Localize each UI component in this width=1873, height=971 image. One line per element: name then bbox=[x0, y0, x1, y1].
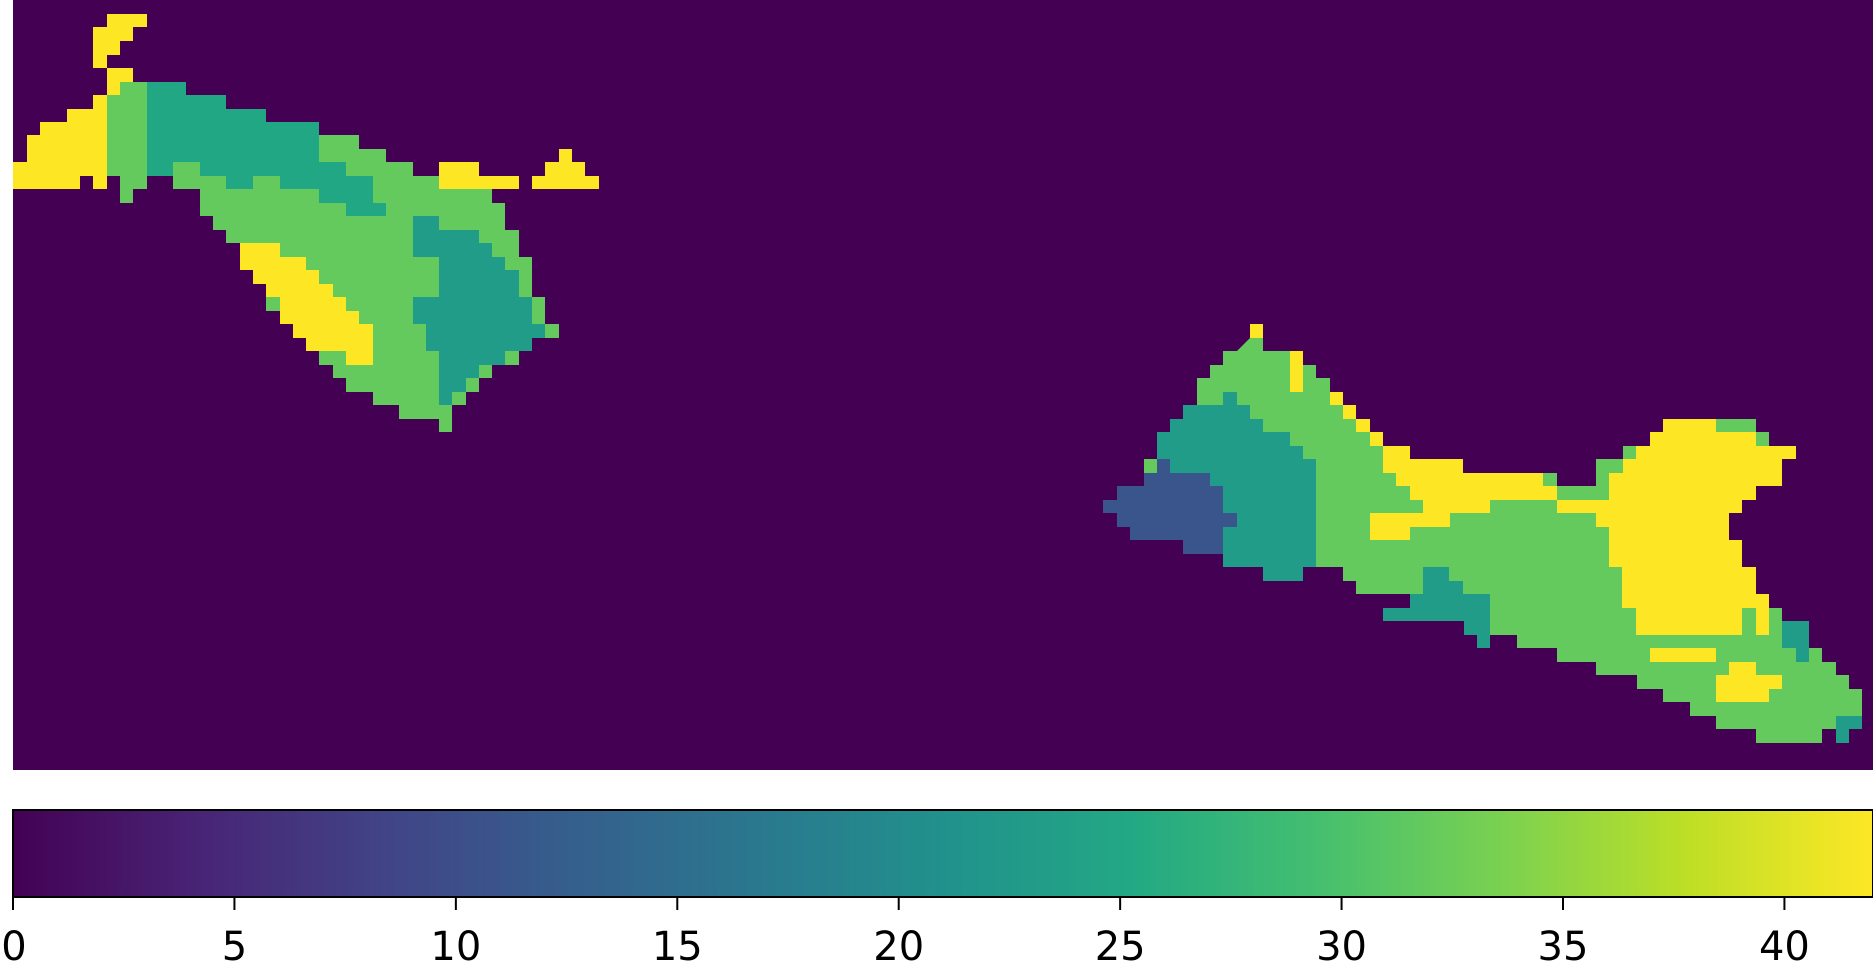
colorbar-tick-label: 30 bbox=[1316, 924, 1367, 970]
colorbar-tick-label: 0 bbox=[1, 924, 26, 970]
heatmap-cell-region bbox=[147, 82, 386, 216]
heatmap-cell-region bbox=[13, 95, 107, 189]
heatmap-cell-region bbox=[107, 68, 133, 95]
colorbar-tick-label: 35 bbox=[1538, 924, 1589, 970]
heatmap-cell-region bbox=[1330, 392, 1383, 446]
heatmap-cell-region bbox=[1782, 621, 1809, 662]
heatmap-cell-region bbox=[439, 162, 479, 176]
colorbar-ticks: 0 5 10 15 20 25 30 35 40 bbox=[1, 897, 1810, 970]
heatmap-cell-region bbox=[1370, 513, 1437, 540]
colorbar-tick-label: 5 bbox=[222, 924, 247, 970]
colorbar-tick-label: 20 bbox=[873, 924, 924, 970]
colorbar-frame bbox=[12, 809, 1873, 898]
heatmap-cell-region bbox=[439, 176, 519, 189]
heatmap-cells bbox=[13, 14, 1862, 756]
colorbar-gradient bbox=[13, 810, 1873, 897]
heatmap-cell-region bbox=[1383, 446, 1596, 527]
heatmap-cell-region bbox=[1290, 351, 1303, 392]
heatmap-cell-region bbox=[1596, 419, 1796, 635]
heatmap-cell-region bbox=[413, 216, 545, 405]
heatmap-cell-region bbox=[93, 14, 147, 68]
colorbar-tick-label: 25 bbox=[1095, 924, 1146, 970]
heatmap-cell-region bbox=[1157, 392, 1316, 581]
colorbar-tick-label: 10 bbox=[430, 924, 481, 970]
heatmap-cell-region bbox=[1103, 459, 1237, 554]
heatmap-cell-region bbox=[532, 149, 599, 189]
colorbar-tick-label: 40 bbox=[1759, 924, 1810, 970]
colorbar-tick-label: 15 bbox=[652, 924, 703, 970]
heatmap-cell-region bbox=[1250, 324, 1263, 338]
heatmap-cell-region bbox=[240, 243, 373, 365]
heatmap-cell-region bbox=[1650, 648, 1756, 675]
heatmap-cell-region bbox=[1383, 567, 1490, 648]
heatmap-cell-region bbox=[1716, 675, 1782, 702]
heatmap-cell-region bbox=[1836, 716, 1862, 743]
